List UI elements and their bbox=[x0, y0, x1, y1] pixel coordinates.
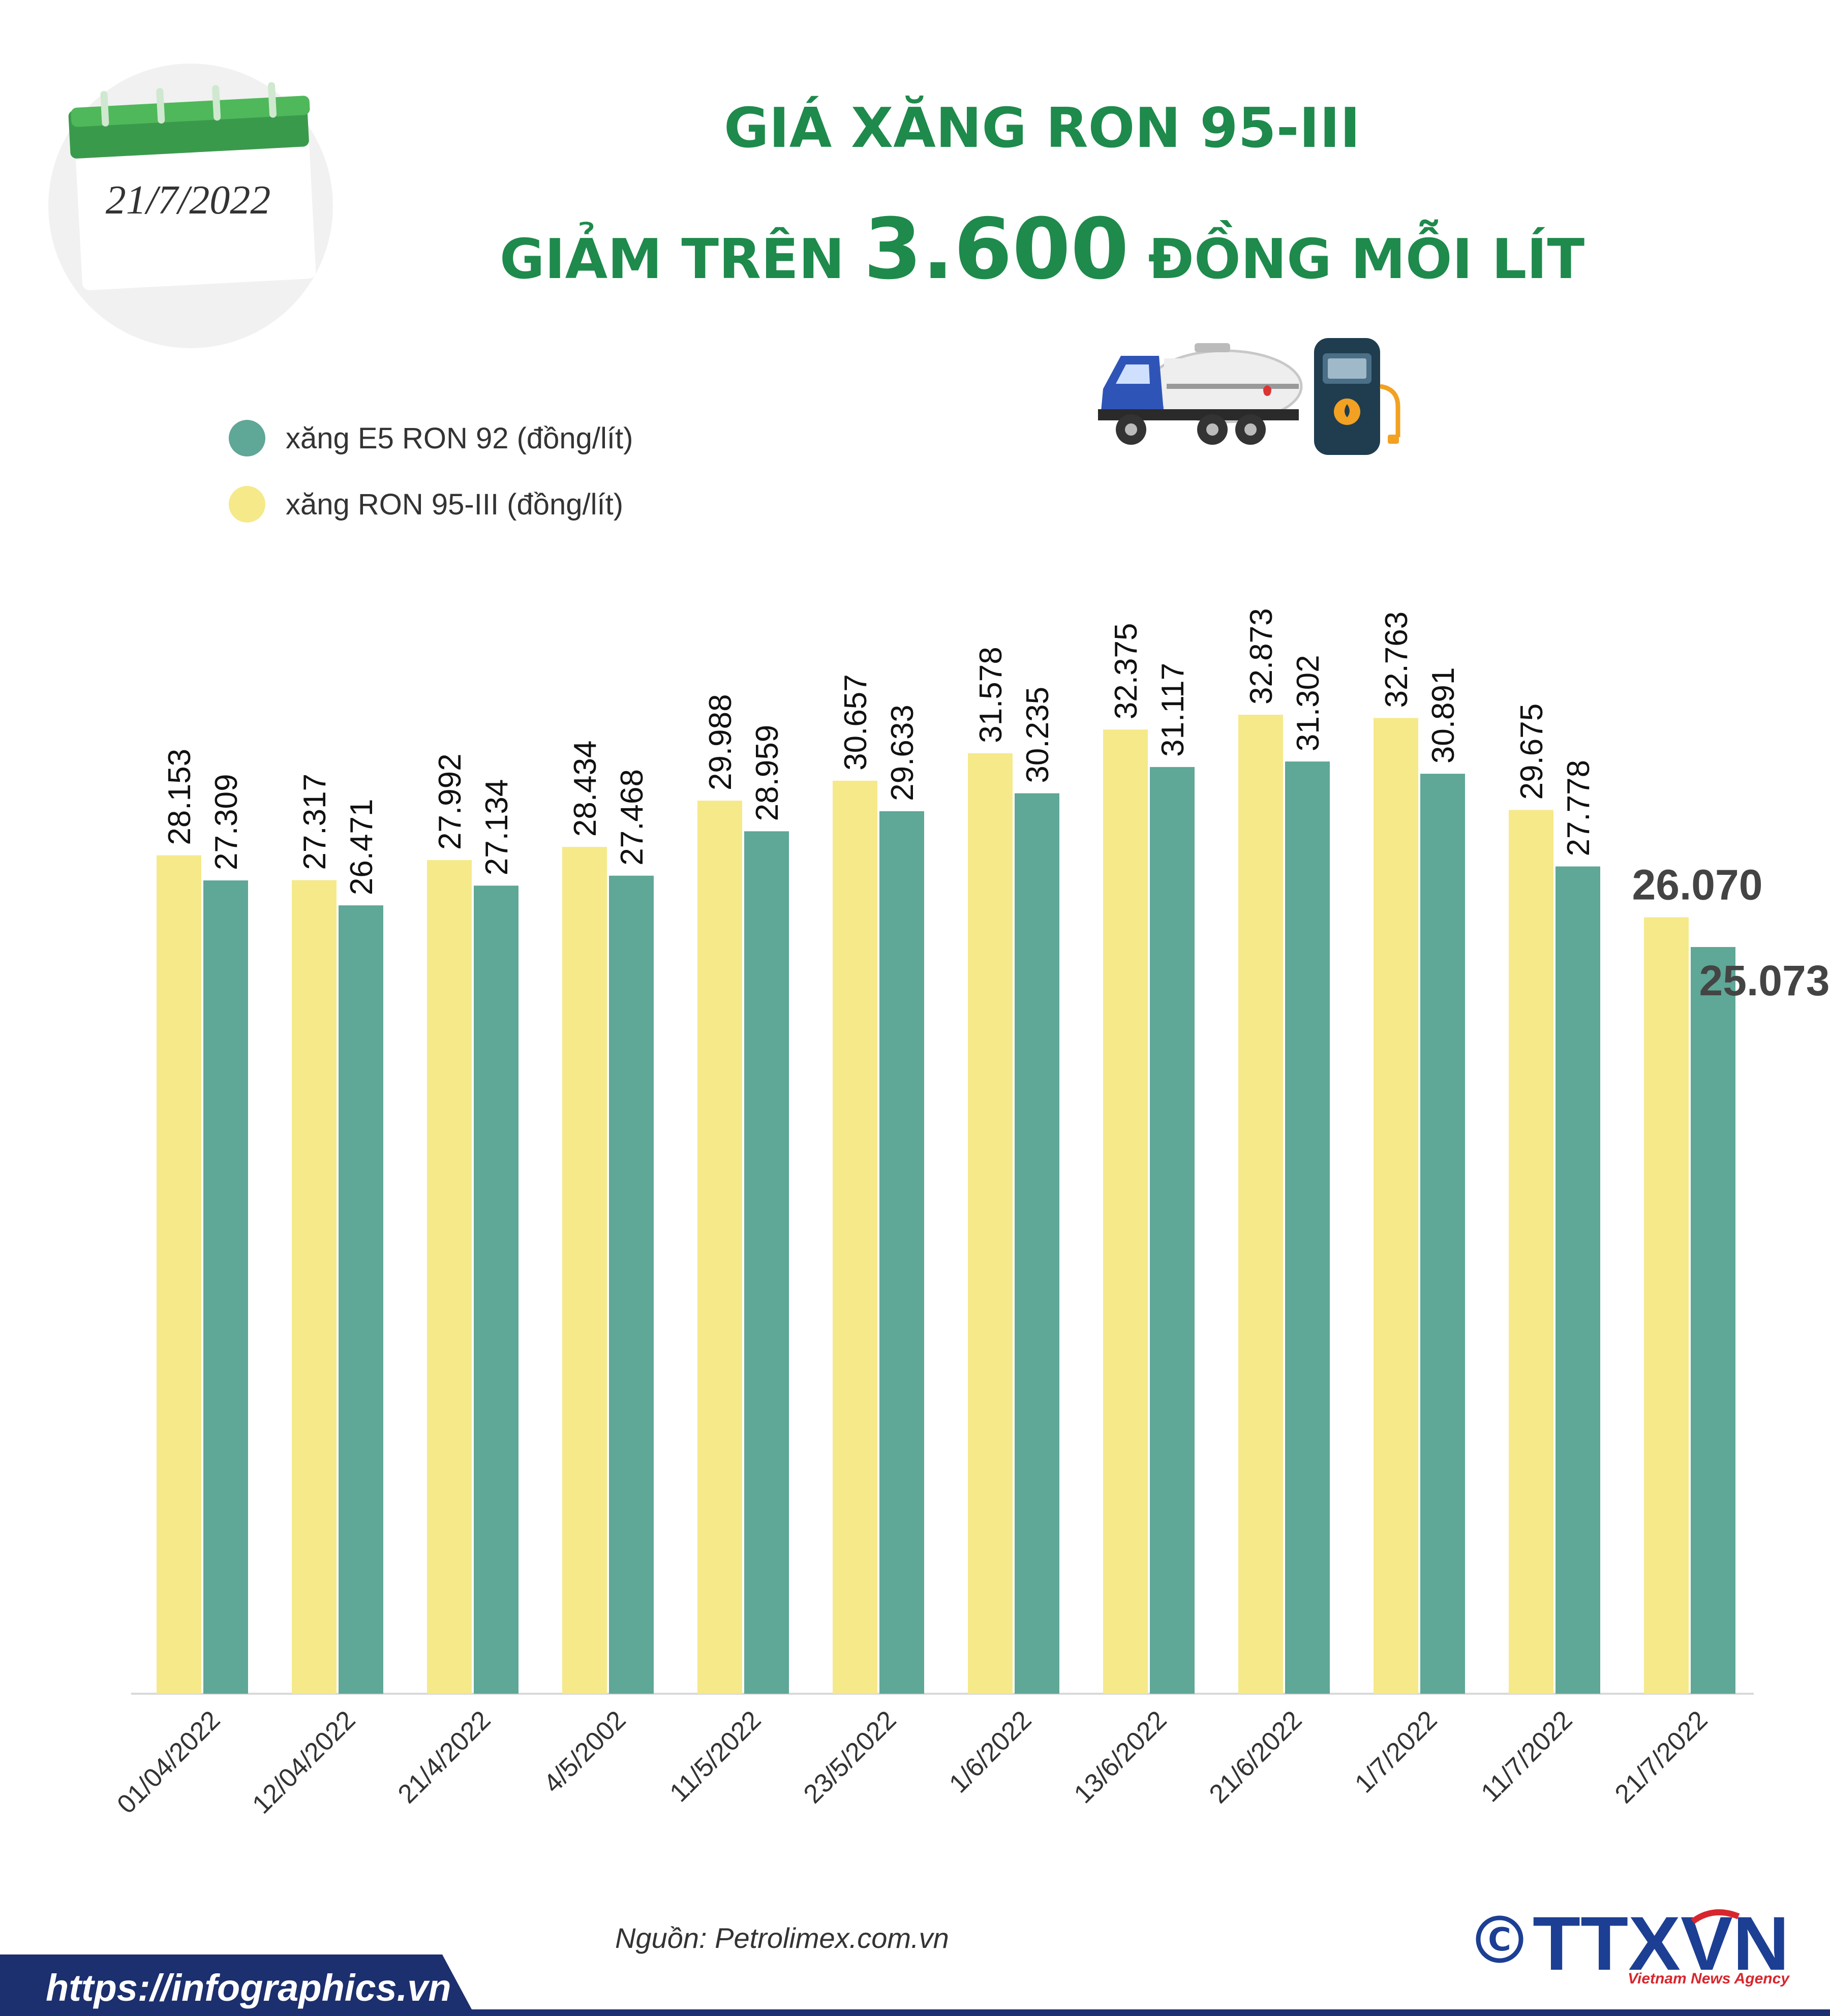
calendar-date: 21/7/2022 bbox=[106, 178, 270, 223]
bar-e5-10 bbox=[1556, 866, 1600, 1694]
data-label-e5-5: 29.633 bbox=[885, 705, 920, 801]
legend-label-e5: xăng E5 RON 92 (đồng/lít) bbox=[286, 421, 633, 455]
data-label-e5-2: 27.134 bbox=[479, 779, 514, 876]
x-tick-label-5: 23/5/2022 bbox=[798, 1705, 902, 1809]
calendar-icon: 21/7/2022 bbox=[48, 64, 333, 348]
agency-subtitle: Vietnam News Agency bbox=[1628, 1970, 1790, 1987]
bar-ron95-2 bbox=[427, 860, 472, 1694]
bar-chart: 28.153 27.309 01/04/2022 27.317 26.471 12/04/… bbox=[111, 608, 1830, 1819]
data-label-ron95-0: 28.153 bbox=[162, 749, 197, 845]
x-tick-label-6: 1/6/2022 bbox=[943, 1705, 1037, 1798]
bar-ron95-1 bbox=[292, 880, 337, 1694]
agency-name: TTXVN bbox=[1533, 1901, 1789, 1986]
data-label-ron95-10: 29.675 bbox=[1514, 704, 1549, 800]
data-label-e5-7: 31.117 bbox=[1155, 663, 1191, 757]
x-tick-label-9: 1/7/2022 bbox=[1349, 1705, 1443, 1798]
bar-e5-6 bbox=[1015, 793, 1059, 1694]
bar-ron95-9 bbox=[1374, 718, 1418, 1694]
data-label-e5-11: 25.073 bbox=[1699, 957, 1830, 1004]
legend-swatch-e5 bbox=[229, 420, 265, 456]
x-tick-label-4: 11/5/2022 bbox=[664, 1705, 767, 1808]
x-tick-label-10: 11/7/2022 bbox=[1476, 1705, 1578, 1808]
data-label-ron95-5: 30.657 bbox=[838, 674, 873, 771]
x-tick-label-0: 01/04/2022 bbox=[111, 1705, 226, 1819]
data-label-ron95-4: 29.988 bbox=[703, 694, 738, 790]
source-note: Nguồn: Petrolimex.com.vn bbox=[615, 1922, 949, 1954]
bar-ron95-3 bbox=[562, 847, 607, 1694]
bar-e5-2 bbox=[474, 885, 518, 1694]
data-label-ron95-8: 32.873 bbox=[1244, 608, 1279, 705]
title-number: 3.600 bbox=[863, 200, 1129, 298]
bar-e5-11 bbox=[1691, 947, 1735, 1694]
legend-swatch-ron95 bbox=[229, 486, 265, 523]
legend-item-ron95: xăng RON 95-III (đồng/lít) bbox=[229, 484, 623, 525]
data-label-e5-8: 31.302 bbox=[1291, 655, 1326, 751]
data-label-ron95-1: 27.317 bbox=[297, 774, 332, 870]
data-label-e5-3: 27.468 bbox=[615, 769, 650, 866]
bar-e5-4 bbox=[744, 831, 789, 1694]
bar-e5-9 bbox=[1420, 774, 1465, 1694]
data-label-e5-1: 26.471 bbox=[344, 799, 379, 895]
x-tick-label-11: 21/7/2022 bbox=[1609, 1705, 1714, 1809]
footer-bar bbox=[0, 1954, 1830, 2016]
bar-ron95-0 bbox=[157, 855, 201, 1694]
bar-ron95-6 bbox=[968, 753, 1013, 1694]
title-prefix: GIẢM TRÊN bbox=[499, 228, 864, 291]
legend-label-ron95: xăng RON 95-III (đồng/lít) bbox=[286, 487, 624, 521]
page-title: GIÁ XĂNG RON 95-III bbox=[723, 97, 1361, 160]
tanker-truck-icon bbox=[1098, 343, 1303, 445]
bar-e5-7 bbox=[1150, 767, 1195, 1694]
data-label-e5-10: 27.778 bbox=[1561, 760, 1596, 857]
data-label-ron95-9: 32.763 bbox=[1379, 612, 1414, 708]
x-tick-label-3: 4/5/2002 bbox=[538, 1705, 631, 1798]
svg-text:C: C bbox=[1488, 1921, 1511, 1958]
bar-e5-1 bbox=[339, 905, 383, 1694]
data-label-e5-9: 30.891 bbox=[1426, 667, 1461, 764]
page-subtitle: GIẢM TRÊN 3.600 ĐỒNG MỖI LÍT bbox=[458, 201, 1627, 308]
legend-item-e5: xăng E5 RON 92 (đồng/lít) bbox=[229, 418, 633, 459]
bar-e5-5 bbox=[879, 811, 924, 1694]
bar-ron95-8 bbox=[1238, 715, 1283, 1694]
bar-ron95-11 bbox=[1644, 917, 1689, 1694]
title-suffix: ĐỒNG MỖI LÍT bbox=[1128, 228, 1585, 291]
bar-ron95-7 bbox=[1103, 729, 1148, 1694]
bar-e5-3 bbox=[609, 875, 654, 1694]
x-tick-label-7: 13/6/2022 bbox=[1069, 1705, 1173, 1809]
bar-ron95-4 bbox=[697, 801, 742, 1694]
data-label-e5-4: 28.959 bbox=[750, 725, 785, 821]
bar-ron95-10 bbox=[1509, 810, 1553, 1694]
data-label-ron95-7: 32.375 bbox=[1109, 623, 1144, 720]
bar-e5-0 bbox=[203, 880, 248, 1694]
footer-url-link[interactable]: https://infographics.vn bbox=[46, 1967, 451, 2009]
ttxvn-logo: C TTXVN Vietnam News Agency bbox=[1476, 1901, 1790, 1987]
fuel-pump-icon bbox=[1314, 338, 1400, 455]
data-label-e5-6: 30.235 bbox=[1020, 687, 1055, 783]
x-tick-label-2: 21/4/2022 bbox=[392, 1705, 497, 1809]
data-label-e5-0: 27.309 bbox=[209, 774, 244, 870]
x-tick-label-1: 12/04/2022 bbox=[247, 1705, 361, 1819]
x-tick-label-8: 21/6/2022 bbox=[1204, 1705, 1308, 1809]
bar-ron95-5 bbox=[833, 780, 877, 1694]
data-label-ron95-11: 26.070 bbox=[1632, 861, 1763, 909]
bar-e5-8 bbox=[1285, 761, 1330, 1694]
data-label-ron95-2: 27.992 bbox=[433, 753, 468, 850]
data-label-ron95-3: 28.434 bbox=[568, 740, 603, 837]
data-label-ron95-6: 31.578 bbox=[973, 647, 1009, 743]
